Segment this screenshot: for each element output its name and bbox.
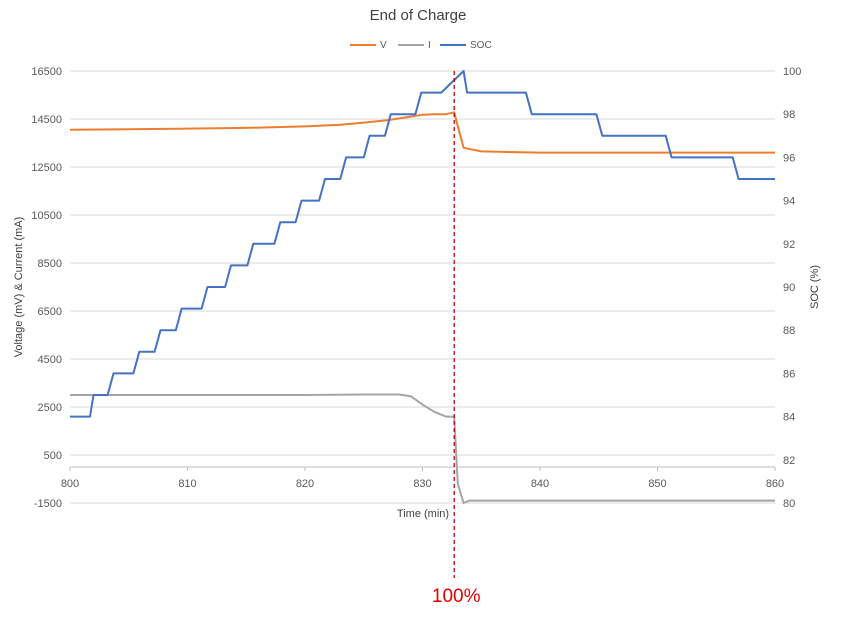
- y-right-tick-label: 92: [783, 239, 795, 251]
- series-lines: [69, 70, 775, 504]
- y-right-axis-ticks: 100 98 96 94 92 90 88 86 84 82 80: [783, 66, 801, 510]
- y-right-tick-label: 82: [783, 455, 795, 467]
- x-tick-label: 810: [178, 478, 196, 490]
- y-right-axis-title: SOC (%): [809, 265, 821, 309]
- y-right-tick-label: 90: [783, 282, 795, 294]
- chart-title: End of Charge: [370, 7, 467, 24]
- series-line-v: [69, 111, 775, 154]
- y-left-tick-label: 6500: [38, 306, 62, 318]
- y-right-tick-label: 80: [783, 498, 795, 510]
- gridlines: [70, 70, 775, 504]
- y-left-tick-label: 16500: [31, 66, 62, 78]
- y-right-tick-label: 86: [783, 368, 795, 380]
- legend-label-soc: SOC: [470, 40, 492, 51]
- y-right-tick-label: 98: [783, 109, 795, 121]
- legend-label-v: V: [380, 40, 387, 51]
- y-left-axis-title: Voltage (mV) & Current (mA): [13, 217, 25, 358]
- x-tick-label: 850: [648, 478, 666, 490]
- y-left-axis-ticks: 16500 14500 12500 10500 8500 6500 4500 2500 500 -…: [31, 66, 62, 510]
- y-left-tick-label: 4500: [38, 354, 62, 366]
- x-tick-label: 830: [413, 478, 431, 490]
- y-left-tick-label: 8500: [38, 258, 62, 270]
- legend-label-i: I: [428, 40, 431, 51]
- x-tick-label: 840: [531, 478, 549, 490]
- full-charge-marker-label: 100%: [432, 586, 481, 607]
- y-right-tick-label: 100: [783, 66, 801, 78]
- y-left-tick-label: 2500: [38, 402, 62, 414]
- y-left-tick-label: 500: [44, 450, 62, 462]
- annotation: 100%: [432, 71, 481, 607]
- x-axis-title: Time (min): [397, 508, 449, 520]
- x-axis-ticks: 800 810 820 830 840 850 860: [61, 467, 784, 490]
- series-line-soc: [70, 70, 775, 418]
- y-left-tick-label: 14500: [31, 114, 62, 126]
- y-left-tick-label: 10500: [31, 210, 62, 222]
- y-left-tick-label: 12500: [31, 162, 62, 174]
- y-right-tick-label: 96: [783, 152, 795, 164]
- legend: V I SOC: [350, 40, 492, 51]
- series-line-i: [70, 393, 775, 504]
- x-tick-label: 860: [766, 478, 784, 490]
- y-right-tick-label: 84: [783, 412, 795, 424]
- y-left-tick-label: -1500: [34, 498, 62, 510]
- x-tick-label: 820: [296, 478, 314, 490]
- x-tick-label: 800: [61, 478, 79, 490]
- y-right-tick-label: 88: [783, 325, 795, 337]
- y-right-tick-label: 94: [783, 196, 795, 208]
